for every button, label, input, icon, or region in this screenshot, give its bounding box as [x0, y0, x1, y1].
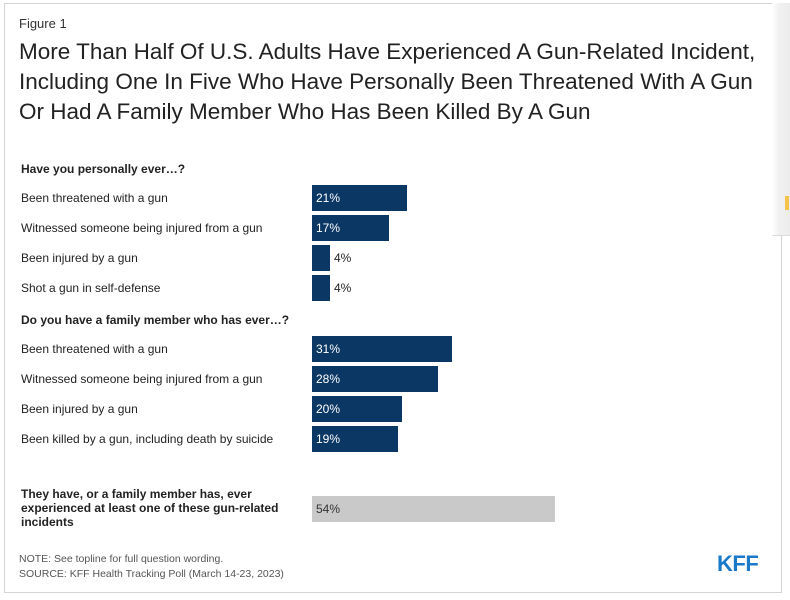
bar-label: Been injured by a gun — [21, 251, 138, 265]
bar — [312, 366, 438, 392]
section-heading: Do you have a family member who has ever… — [21, 313, 290, 327]
source-text: SOURCE: KFF Health Tracking Poll (March … — [19, 568, 284, 580]
section-heading: Have you personally ever…? — [21, 162, 186, 176]
bar-label: Been threatened with a gun — [21, 342, 168, 356]
adjacent-panel-edge — [772, 3, 790, 236]
bar-value-label: 21% — [316, 191, 341, 205]
bar-value-label: 17% — [316, 221, 341, 235]
bar — [312, 245, 330, 271]
figure-frame — [4, 3, 782, 593]
bar — [312, 275, 330, 301]
total-bar-label: They have, or a family member has, ever … — [21, 487, 279, 529]
bar-label: Been killed by a gun, including death by… — [21, 432, 274, 446]
bar-label: Been injured by a gun — [21, 402, 138, 416]
total-bar — [312, 496, 555, 522]
kff-logo: KFF — [717, 551, 759, 576]
bar — [312, 336, 452, 362]
bar-value-label: 28% — [316, 372, 341, 386]
bar-value-label: 20% — [316, 402, 341, 416]
bar-value-label: 4% — [334, 281, 352, 295]
bar — [312, 396, 402, 422]
note-text: NOTE: See topline for full question word… — [19, 553, 224, 565]
total-bar-value-label: 54% — [316, 502, 341, 516]
bar-value-label: 31% — [316, 342, 341, 356]
bar-value-label: 4% — [334, 251, 352, 265]
adjacent-panel-accent — [785, 196, 789, 210]
chart-title: More Than Half Of U.S. Adults Have Exper… — [19, 39, 756, 124]
bar-label: Been threatened with a gun — [21, 191, 168, 205]
bar — [312, 215, 389, 241]
bar — [312, 185, 407, 211]
bar-label: Witnessed someone being injured from a g… — [21, 372, 263, 386]
bar-label: Witnessed someone being injured from a g… — [21, 221, 263, 235]
bar-label: Shot a gun in self-defense — [21, 281, 161, 295]
figure-label: Figure 1 — [19, 16, 67, 31]
bar-value-label: 19% — [316, 432, 341, 446]
bar — [312, 426, 398, 452]
